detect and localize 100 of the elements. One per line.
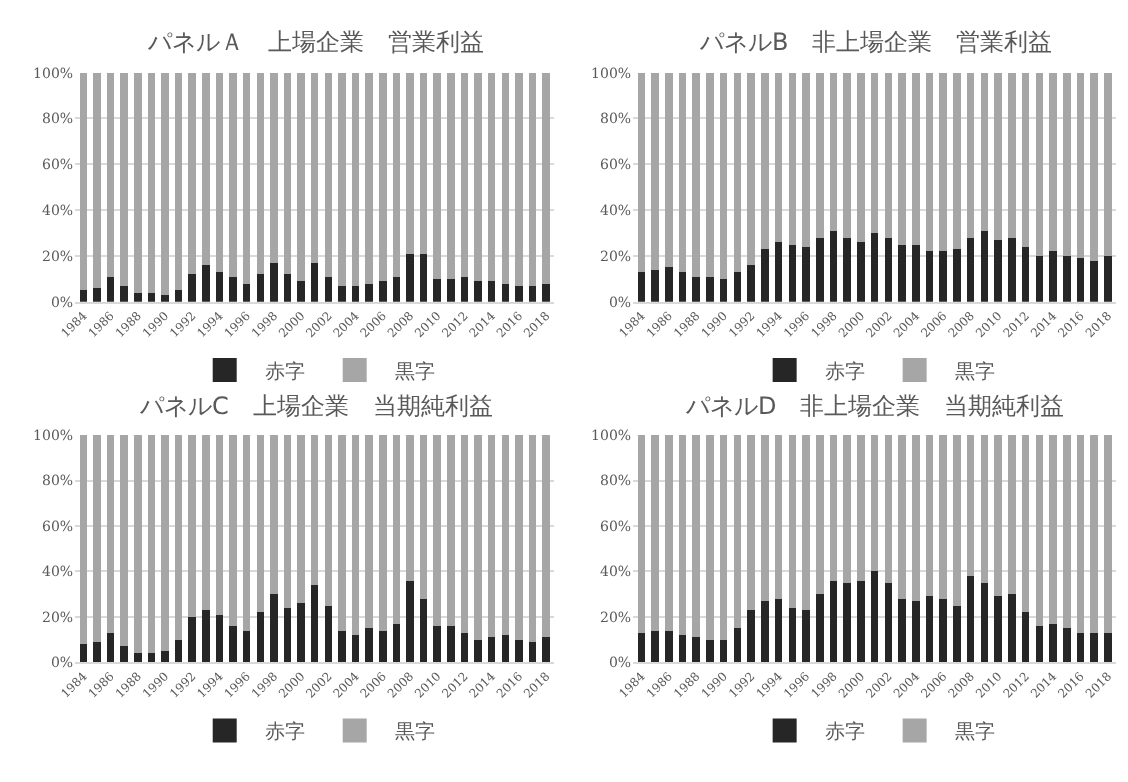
bar	[501, 72, 509, 284]
bar	[433, 72, 441, 279]
bar	[665, 630, 673, 663]
bar	[939, 72, 948, 252]
bar	[925, 596, 934, 663]
legend-label: 黒字	[954, 720, 995, 745]
bar	[161, 650, 169, 663]
bar	[857, 580, 865, 663]
bar	[528, 641, 537, 663]
bar	[870, 571, 879, 663]
bar	[406, 253, 414, 302]
bar	[270, 594, 278, 663]
bar	[487, 637, 496, 663]
bar	[788, 435, 797, 608]
bar	[884, 582, 893, 663]
bar	[733, 72, 742, 273]
bar	[966, 435, 975, 576]
bar	[884, 435, 893, 583]
bar	[953, 249, 961, 302]
bar	[857, 242, 865, 302]
bar	[270, 435, 278, 595]
bar	[1035, 256, 1044, 302]
bar	[761, 249, 769, 302]
bar	[147, 435, 156, 654]
bar	[528, 72, 537, 286]
bar	[802, 610, 810, 663]
legend-label: 赤字	[824, 359, 865, 384]
bar	[283, 72, 292, 275]
bar	[966, 575, 975, 663]
bar	[392, 623, 401, 663]
bar	[747, 610, 755, 663]
bar	[229, 72, 237, 277]
bar	[270, 72, 278, 263]
bar	[242, 435, 251, 631]
bar	[515, 435, 523, 640]
bar	[351, 635, 360, 663]
bar	[79, 435, 88, 645]
bar	[433, 435, 441, 626]
bar	[379, 281, 387, 302]
bar	[1063, 256, 1071, 302]
bar	[898, 72, 906, 245]
bar	[637, 435, 646, 633]
bar	[1104, 256, 1112, 302]
bar	[406, 72, 414, 254]
bar	[120, 72, 128, 286]
bar	[365, 283, 373, 302]
bar	[283, 435, 292, 608]
bar	[447, 278, 455, 302]
bar	[487, 72, 496, 282]
bar	[147, 653, 156, 663]
bar	[761, 72, 769, 250]
bar	[188, 616, 196, 663]
bar	[829, 435, 838, 581]
bar	[857, 72, 865, 243]
bar	[925, 72, 934, 252]
bar	[79, 72, 88, 291]
bar	[980, 582, 989, 663]
bar	[229, 276, 237, 302]
bar	[474, 639, 482, 663]
bar	[980, 230, 989, 302]
bar	[651, 630, 659, 663]
bar	[93, 288, 101, 302]
bar	[637, 72, 646, 273]
bar	[815, 594, 824, 663]
bar	[1063, 72, 1071, 257]
bar	[939, 251, 948, 302]
bar	[733, 628, 742, 663]
bar	[1008, 237, 1016, 302]
bar	[843, 72, 851, 238]
bar	[174, 435, 183, 640]
bar	[815, 237, 824, 302]
bar	[1035, 625, 1044, 663]
bar	[487, 281, 496, 302]
bar	[542, 72, 550, 284]
bar	[651, 435, 659, 631]
bar	[843, 237, 851, 302]
bar	[460, 435, 469, 633]
bar	[747, 265, 755, 302]
bar	[1104, 72, 1112, 257]
bar	[338, 435, 346, 631]
bar	[215, 435, 224, 615]
bar	[93, 72, 101, 289]
bar	[174, 639, 183, 663]
legend-label: 赤字	[824, 720, 865, 745]
bar	[706, 435, 714, 640]
bar	[256, 435, 265, 613]
bar	[1063, 435, 1071, 629]
bar	[1104, 435, 1112, 633]
bar	[815, 435, 824, 595]
bar	[1049, 623, 1057, 663]
bar	[1104, 632, 1112, 663]
bar	[188, 274, 196, 302]
bar	[898, 244, 906, 302]
bar	[912, 600, 920, 663]
bar	[1021, 435, 1030, 613]
bar	[215, 72, 224, 273]
bar	[324, 435, 333, 606]
bar	[161, 72, 169, 295]
bar	[392, 72, 401, 277]
legend-label: 黒字	[394, 720, 435, 745]
